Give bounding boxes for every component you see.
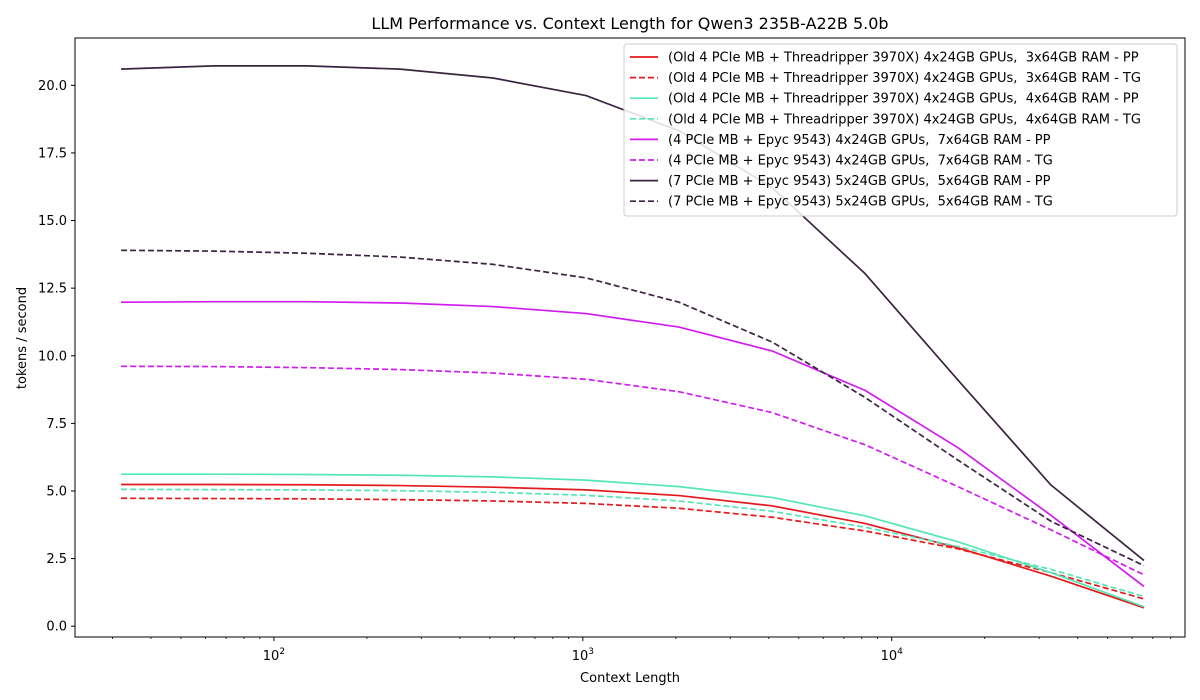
chart-title: LLM Performance vs. Context Length for Q… [371,14,888,33]
x-tick-label: 104 [881,647,904,664]
legend-label-3: (Old 4 PCIe MB + Threadripper 3970X) 4x2… [668,92,1139,107]
legend-label-1: (Old 4 PCIe MB + Threadripper 3970X) 4x2… [668,51,1139,66]
x-tick-label: 102 [263,647,285,664]
x-axis-label: Context Length [580,671,680,686]
y-tick-label: 7.5 [46,417,67,432]
series-line-2 [121,497,1145,600]
series-line-4 [121,488,1145,598]
series-line-5 [121,300,1145,588]
y-tick-label: 2.5 [46,552,67,567]
y-axis-ticks: 0.0 2.5 5.0 7.5 10.0 12.5 15.0 17.5 20.0 [38,79,75,635]
x-axis-ticks: 102 103 104 [112,637,1172,664]
legend-label-4: (Old 4 PCIe MB + Threadripper 3970X) 4x2… [668,112,1141,127]
y-tick-label: 0.0 [46,620,67,635]
series-layer [121,64,1145,609]
legend-label-8: (7 PCIe MB + Epyc 9543) 5x24GB GPUs, 5x6… [668,195,1053,210]
legend-label-7: (7 PCIe MB + Epyc 9543) 5x24GB GPUs, 5x6… [668,174,1051,189]
x-tick-label: 103 [572,647,594,664]
y-tick-label: 15.0 [38,214,67,229]
y-tick-label: 12.5 [38,282,67,297]
legend-label-2: (Old 4 PCIe MB + Threadripper 3970X) 4x2… [668,71,1141,86]
axes-frame [74,37,1186,638]
y-axis-label: tokens / second [15,287,30,389]
y-tick-label: 20.0 [38,79,67,94]
y-tick-label: 17.5 [38,146,67,161]
series-line-8 [121,249,1145,567]
legend: (Old 4 PCIe MB + Threadripper 3970X) 4x2… [623,43,1178,217]
legend-label-5: (4 PCIe MB + Epyc 9543) 4x24GB GPUs, 7x6… [668,133,1051,148]
legend-box [623,43,1178,217]
y-tick-label: 10.0 [38,349,67,364]
y-tick-label: 5.0 [46,484,67,499]
legend-label-6: (4 PCIe MB + Epyc 9543) 4x24GB GPUs, 7x6… [668,154,1053,169]
series-line-3 [121,473,1145,608]
